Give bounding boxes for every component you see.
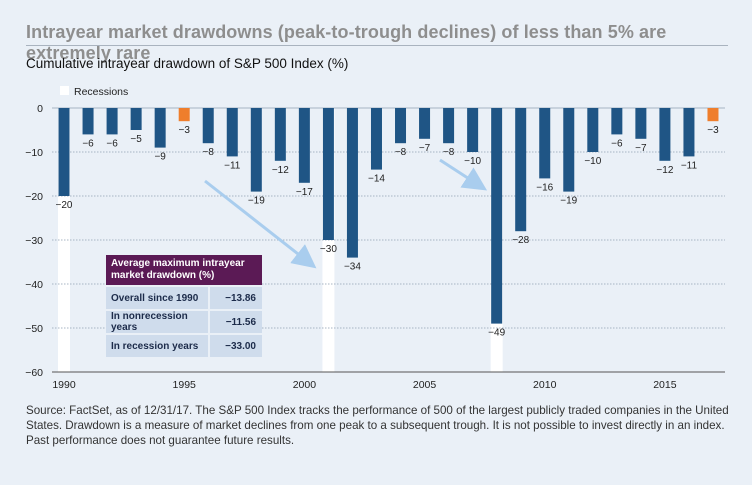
- stats-value: −33.00: [225, 340, 256, 352]
- stats-row-nonrecession: In nonrecession years −11.56: [106, 311, 262, 333]
- y-tick-label: −40: [25, 279, 43, 291]
- value-label: −49: [488, 328, 505, 339]
- chart-subtitle: Cumulative intrayear drawdown of S&P 500…: [26, 56, 349, 71]
- value-label: −8: [443, 147, 455, 158]
- y-tick-label: −20: [25, 191, 43, 203]
- bar: [395, 108, 407, 144]
- value-label: −6: [82, 138, 94, 149]
- value-label: −28: [512, 235, 529, 246]
- bar: [346, 108, 358, 258]
- value-label: −12: [656, 165, 673, 176]
- bar: [130, 108, 142, 130]
- value-label: −6: [106, 138, 118, 149]
- value-label: −9: [154, 152, 166, 163]
- bar: [419, 108, 431, 139]
- value-label: −7: [419, 143, 431, 154]
- y-tick-label: −30: [25, 235, 43, 247]
- bar: [58, 108, 70, 196]
- chart-title: Intrayear market drawdowns (peak-to-trou…: [26, 22, 667, 63]
- stats-label: Overall since 1990: [111, 292, 199, 304]
- x-tick-label: 2015: [653, 379, 677, 391]
- stats-separator: [208, 311, 210, 333]
- value-label: −10: [464, 156, 481, 167]
- stats-value: −13.86: [225, 292, 256, 304]
- stats-value: −11.56: [225, 316, 256, 328]
- value-label: −30: [320, 244, 337, 255]
- bar: [683, 108, 695, 157]
- bar: [491, 108, 503, 324]
- y-tick-label: −10: [25, 147, 43, 159]
- value-label: −11: [224, 160, 241, 171]
- footnote: Source: FactSet, as of 12/31/17. The S&P…: [26, 404, 729, 447]
- bar: [563, 108, 575, 192]
- bar: [154, 108, 166, 148]
- value-label: −8: [395, 147, 407, 158]
- trend-arrow: [439, 158, 488, 191]
- bar: [443, 108, 455, 144]
- stats-separator: [208, 335, 210, 357]
- bar: [82, 108, 94, 135]
- value-label: −16: [536, 182, 553, 193]
- stats-separator: [208, 287, 210, 309]
- stats-table: Average maximum intrayear market drawdow…: [106, 255, 262, 357]
- bar: [106, 108, 118, 135]
- value-label: −3: [178, 125, 190, 136]
- x-tick-label: 2000: [293, 379, 317, 391]
- value-label: −34: [344, 262, 361, 273]
- bar: [635, 108, 647, 139]
- stats-label: In nonrecession years: [111, 311, 188, 333]
- y-tick-label: 0: [37, 103, 43, 115]
- bar: [611, 108, 623, 135]
- value-label: −20: [56, 200, 73, 211]
- bar: [274, 108, 286, 161]
- bar: [370, 108, 382, 170]
- y-tick-label: −50: [25, 323, 43, 335]
- stats-label: In recession years: [111, 340, 199, 352]
- value-label: −19: [248, 196, 265, 207]
- value-label: −17: [296, 187, 313, 198]
- bar: [659, 108, 671, 161]
- value-label: −11: [681, 160, 698, 171]
- bar: [539, 108, 551, 179]
- trend-arrow: [204, 179, 317, 269]
- value-label: −19: [560, 196, 577, 207]
- bar: [226, 108, 238, 157]
- x-tick-label: 2010: [533, 379, 557, 391]
- bar: [178, 108, 190, 122]
- bar: [707, 108, 719, 122]
- value-label: −6: [611, 138, 623, 149]
- bar: [298, 108, 310, 183]
- legend-label: Recessions: [74, 86, 128, 98]
- bar: [467, 108, 479, 152]
- value-label: −5: [130, 134, 142, 145]
- value-label: −8: [203, 147, 215, 158]
- stats-row-overall: Overall since 1990 −13.86: [106, 287, 262, 309]
- bar: [515, 108, 527, 232]
- x-tick-label: 1995: [173, 379, 197, 391]
- bar: [250, 108, 262, 192]
- value-label: −14: [368, 174, 385, 185]
- x-tick-label: 2005: [413, 379, 437, 391]
- bar: [587, 108, 599, 152]
- bar: [202, 108, 214, 144]
- x-tick-label: 1990: [52, 379, 76, 391]
- legend-swatch: [60, 86, 69, 95]
- value-label: −7: [635, 143, 647, 154]
- stats-heading: Average maximum intrayear market drawdow…: [106, 255, 262, 285]
- value-label: −10: [584, 156, 601, 167]
- stats-row-recession: In recession years −33.00: [106, 335, 262, 357]
- title-divider: [26, 45, 728, 46]
- value-label: −12: [272, 165, 289, 176]
- y-tick-label: −60: [25, 367, 43, 379]
- value-label: −3: [707, 125, 719, 136]
- bar: [322, 108, 334, 240]
